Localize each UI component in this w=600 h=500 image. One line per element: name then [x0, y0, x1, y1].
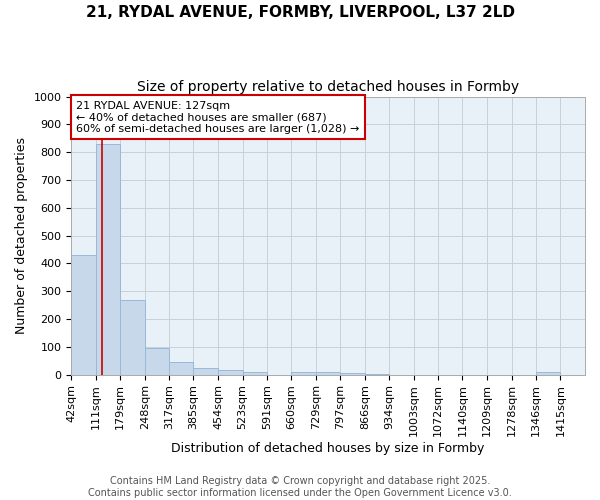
- Text: Contains HM Land Registry data © Crown copyright and database right 2025.
Contai: Contains HM Land Registry data © Crown c…: [88, 476, 512, 498]
- Bar: [193, 368, 218, 374]
- Bar: [96, 144, 120, 374]
- Bar: [292, 372, 316, 374]
- Bar: [145, 348, 169, 374]
- Y-axis label: Number of detached properties: Number of detached properties: [15, 137, 28, 334]
- Title: Size of property relative to detached houses in Formby: Size of property relative to detached ho…: [137, 80, 519, 94]
- Bar: [120, 300, 145, 374]
- Text: 21, RYDAL AVENUE, FORMBY, LIVERPOOL, L37 2LD: 21, RYDAL AVENUE, FORMBY, LIVERPOOL, L37…: [86, 5, 515, 20]
- Bar: [71, 255, 96, 374]
- Bar: [536, 372, 560, 374]
- Bar: [340, 373, 365, 374]
- X-axis label: Distribution of detached houses by size in Formby: Distribution of detached houses by size …: [172, 442, 485, 455]
- Bar: [242, 372, 267, 374]
- Bar: [316, 372, 340, 374]
- Bar: [218, 370, 242, 374]
- Text: 21 RYDAL AVENUE: 127sqm
← 40% of detached houses are smaller (687)
60% of semi-d: 21 RYDAL AVENUE: 127sqm ← 40% of detache…: [76, 100, 360, 134]
- Bar: [169, 362, 193, 374]
